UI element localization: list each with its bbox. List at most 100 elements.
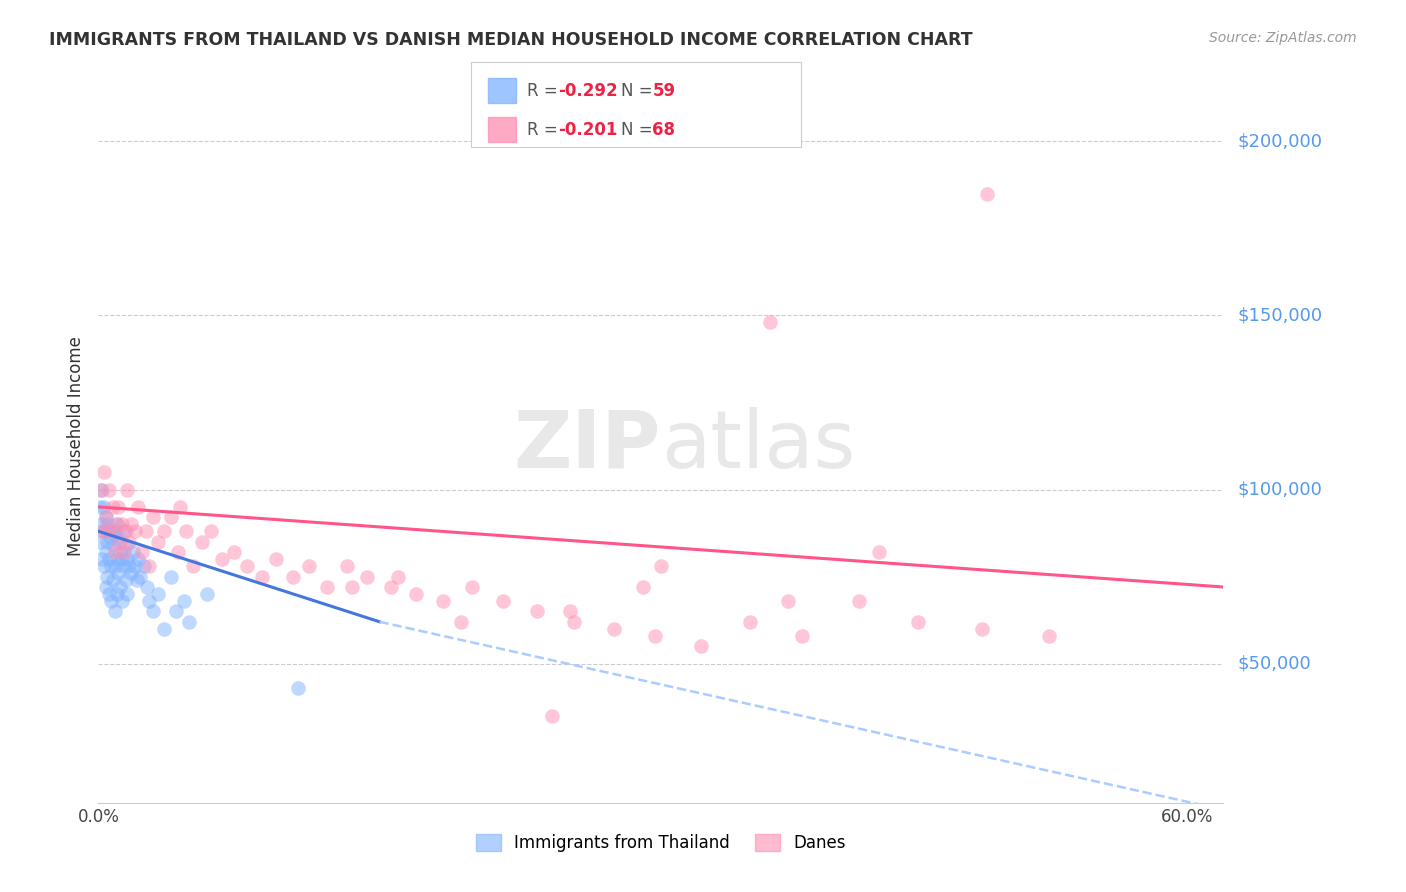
Point <box>174 524 197 539</box>
Point <box>112 524 135 539</box>
Point <box>105 587 128 601</box>
Point <box>644 629 666 643</box>
Point <box>96 569 118 583</box>
Point <box>107 566 129 580</box>
Point <box>94 510 117 524</box>
Point <box>160 569 183 583</box>
Point <box>100 559 122 574</box>
Point <box>907 615 929 629</box>
Point <box>104 524 127 539</box>
Text: $150,000: $150,000 <box>1237 307 1322 325</box>
Text: 68: 68 <box>652 121 675 139</box>
Point <box>111 517 134 532</box>
Point <box>104 559 127 574</box>
Point <box>91 524 114 539</box>
Text: 59: 59 <box>652 82 675 100</box>
Text: N =: N = <box>621 82 658 100</box>
Point <box>650 559 672 574</box>
Point <box>120 566 142 580</box>
Point <box>160 510 183 524</box>
Text: atlas: atlas <box>661 407 855 485</box>
Point <box>98 587 121 601</box>
Point <box>526 604 548 618</box>
Point <box>100 594 122 608</box>
Point <box>94 545 117 559</box>
Point <box>298 559 321 574</box>
Point <box>136 580 159 594</box>
Point <box>127 552 149 566</box>
Point <box>191 534 214 549</box>
Point <box>336 559 359 574</box>
Point <box>93 500 115 514</box>
Point <box>405 587 427 601</box>
Point <box>96 534 118 549</box>
Point <box>105 517 128 532</box>
Point <box>562 615 585 629</box>
Point <box>89 500 111 514</box>
Point <box>98 524 121 539</box>
Point <box>169 500 191 514</box>
Point <box>287 681 309 695</box>
Point <box>117 552 139 566</box>
Point <box>152 622 174 636</box>
Point <box>738 615 761 629</box>
Point <box>461 580 484 594</box>
Point <box>135 524 157 539</box>
Point <box>111 552 134 566</box>
Point <box>432 594 454 608</box>
Point <box>631 580 654 594</box>
Point <box>142 604 165 618</box>
Point <box>91 552 114 566</box>
Point <box>125 573 148 587</box>
Point <box>93 465 115 479</box>
Point <box>387 569 409 583</box>
Point <box>104 604 127 618</box>
Point <box>492 594 515 608</box>
Point <box>132 559 155 574</box>
Point <box>100 524 122 539</box>
Point <box>98 552 121 566</box>
Point <box>316 580 339 594</box>
Point <box>114 524 136 539</box>
Point <box>98 483 121 497</box>
Point <box>264 552 287 566</box>
Point <box>173 594 195 608</box>
Point <box>94 580 117 594</box>
Point <box>105 517 128 532</box>
Point <box>107 531 129 545</box>
Point <box>167 545 190 559</box>
Point <box>89 483 111 497</box>
Text: N =: N = <box>621 121 658 139</box>
Point <box>179 615 201 629</box>
Text: -0.292: -0.292 <box>558 82 617 100</box>
Point <box>602 622 624 636</box>
Point <box>101 538 124 552</box>
Point <box>236 559 259 574</box>
Point <box>142 510 165 524</box>
Point <box>868 545 890 559</box>
Point <box>108 580 131 594</box>
Point <box>118 559 141 574</box>
Point <box>792 629 814 643</box>
Point <box>138 559 160 574</box>
Point <box>250 569 273 583</box>
Point <box>104 545 127 559</box>
Text: R =: R = <box>527 121 564 139</box>
Point <box>138 594 160 608</box>
Point <box>100 531 122 545</box>
Point <box>96 517 118 532</box>
Text: -0.201: -0.201 <box>558 121 617 139</box>
Point <box>111 594 134 608</box>
Point <box>89 534 111 549</box>
Point <box>1038 629 1060 643</box>
Point <box>91 517 114 532</box>
Point <box>165 604 187 618</box>
Point <box>114 573 136 587</box>
Point <box>195 587 218 601</box>
Point <box>129 569 152 583</box>
Point <box>758 315 780 329</box>
Point <box>124 524 146 539</box>
Text: ZIP: ZIP <box>513 407 661 485</box>
Point <box>776 594 799 608</box>
Point <box>148 534 170 549</box>
